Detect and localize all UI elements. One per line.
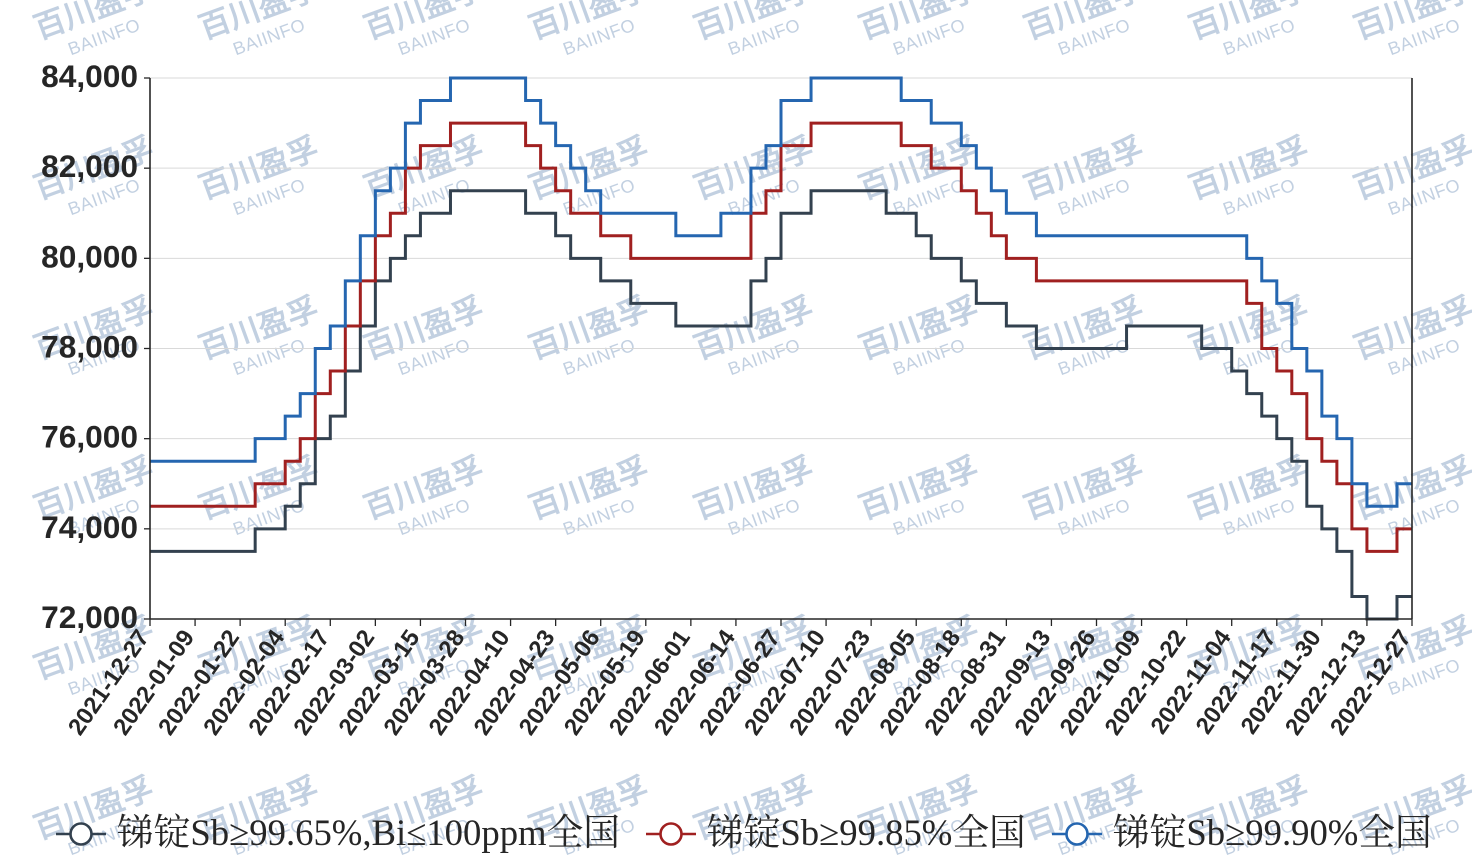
svg-text:72,000: 72,000 [41, 599, 138, 635]
svg-text:82,000: 82,000 [41, 148, 138, 184]
svg-text:84,000: 84,000 [41, 58, 138, 94]
svg-text:80,000: 80,000 [41, 238, 138, 274]
svg-text:76,000: 76,000 [41, 419, 138, 455]
svg-text:锑锭Sb≥99.65%,Bi≤100ppm全国: 锑锭Sb≥99.65%,Bi≤100ppm全国 [117, 812, 620, 853]
svg-text:锑锭Sb≥99.85%全国: 锑锭Sb≥99.85%全国 [707, 812, 1026, 853]
svg-text:锑锭Sb≥99.90%全国: 锑锭Sb≥99.90%全国 [1113, 812, 1432, 853]
svg-text:78,000: 78,000 [41, 329, 138, 365]
svg-text:74,000: 74,000 [41, 509, 138, 545]
